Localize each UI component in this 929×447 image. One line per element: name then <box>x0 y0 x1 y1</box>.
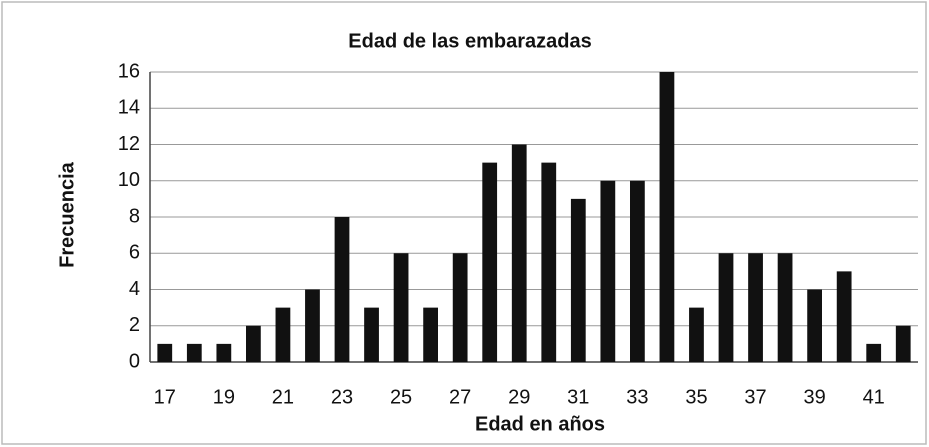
bar <box>275 307 291 362</box>
bar <box>541 162 557 362</box>
x-tick-label: 39 <box>803 386 825 408</box>
chart-title: Edad de las embarazadas <box>348 30 591 52</box>
bar <box>866 343 882 362</box>
bar <box>157 343 173 362</box>
y-tick-label: 16 <box>118 60 140 82</box>
bar <box>689 307 704 362</box>
y-axis-label: Frecuencia <box>56 161 78 267</box>
x-tick-label: 19 <box>213 386 235 408</box>
y-tick-label: 4 <box>129 278 140 300</box>
bar <box>807 289 822 362</box>
x-tick-label: 37 <box>744 386 766 408</box>
y-tick-label: 12 <box>118 133 140 155</box>
x-tick-label: 41 <box>863 386 885 408</box>
bar <box>186 343 202 362</box>
x-tick-label: 23 <box>331 386 353 408</box>
bar <box>216 343 232 362</box>
bar <box>895 325 911 362</box>
x-tick-label: 21 <box>272 386 294 408</box>
bar <box>334 217 350 362</box>
bar <box>482 162 498 362</box>
bar <box>305 289 320 362</box>
bar <box>777 253 793 362</box>
x-tick-label: 17 <box>154 386 176 408</box>
bar <box>600 180 616 362</box>
bar <box>718 253 734 362</box>
y-tick-label: 0 <box>129 350 140 372</box>
bar <box>364 307 379 362</box>
bar <box>570 198 586 362</box>
bar <box>246 325 261 362</box>
bar <box>836 271 852 362</box>
bar <box>393 253 409 362</box>
x-tick-label: 35 <box>685 386 707 408</box>
x-tick-label: 25 <box>390 386 412 408</box>
bar <box>511 144 527 362</box>
bar <box>659 72 675 362</box>
bar <box>423 307 438 362</box>
x-axis-label: Edad en años <box>475 413 605 435</box>
x-tick-label: 29 <box>508 386 530 408</box>
x-tick-label: 31 <box>567 386 589 408</box>
bar <box>630 180 645 362</box>
bar <box>748 253 763 362</box>
y-tick-label: 2 <box>129 314 140 336</box>
x-tick-label: 27 <box>449 386 471 408</box>
x-tick-label: 33 <box>626 386 648 408</box>
y-tick-label: 6 <box>129 242 140 264</box>
bar <box>452 253 468 362</box>
y-tick-label: 10 <box>118 169 140 191</box>
y-tick-label: 8 <box>129 205 140 227</box>
y-tick-label: 14 <box>118 97 140 119</box>
